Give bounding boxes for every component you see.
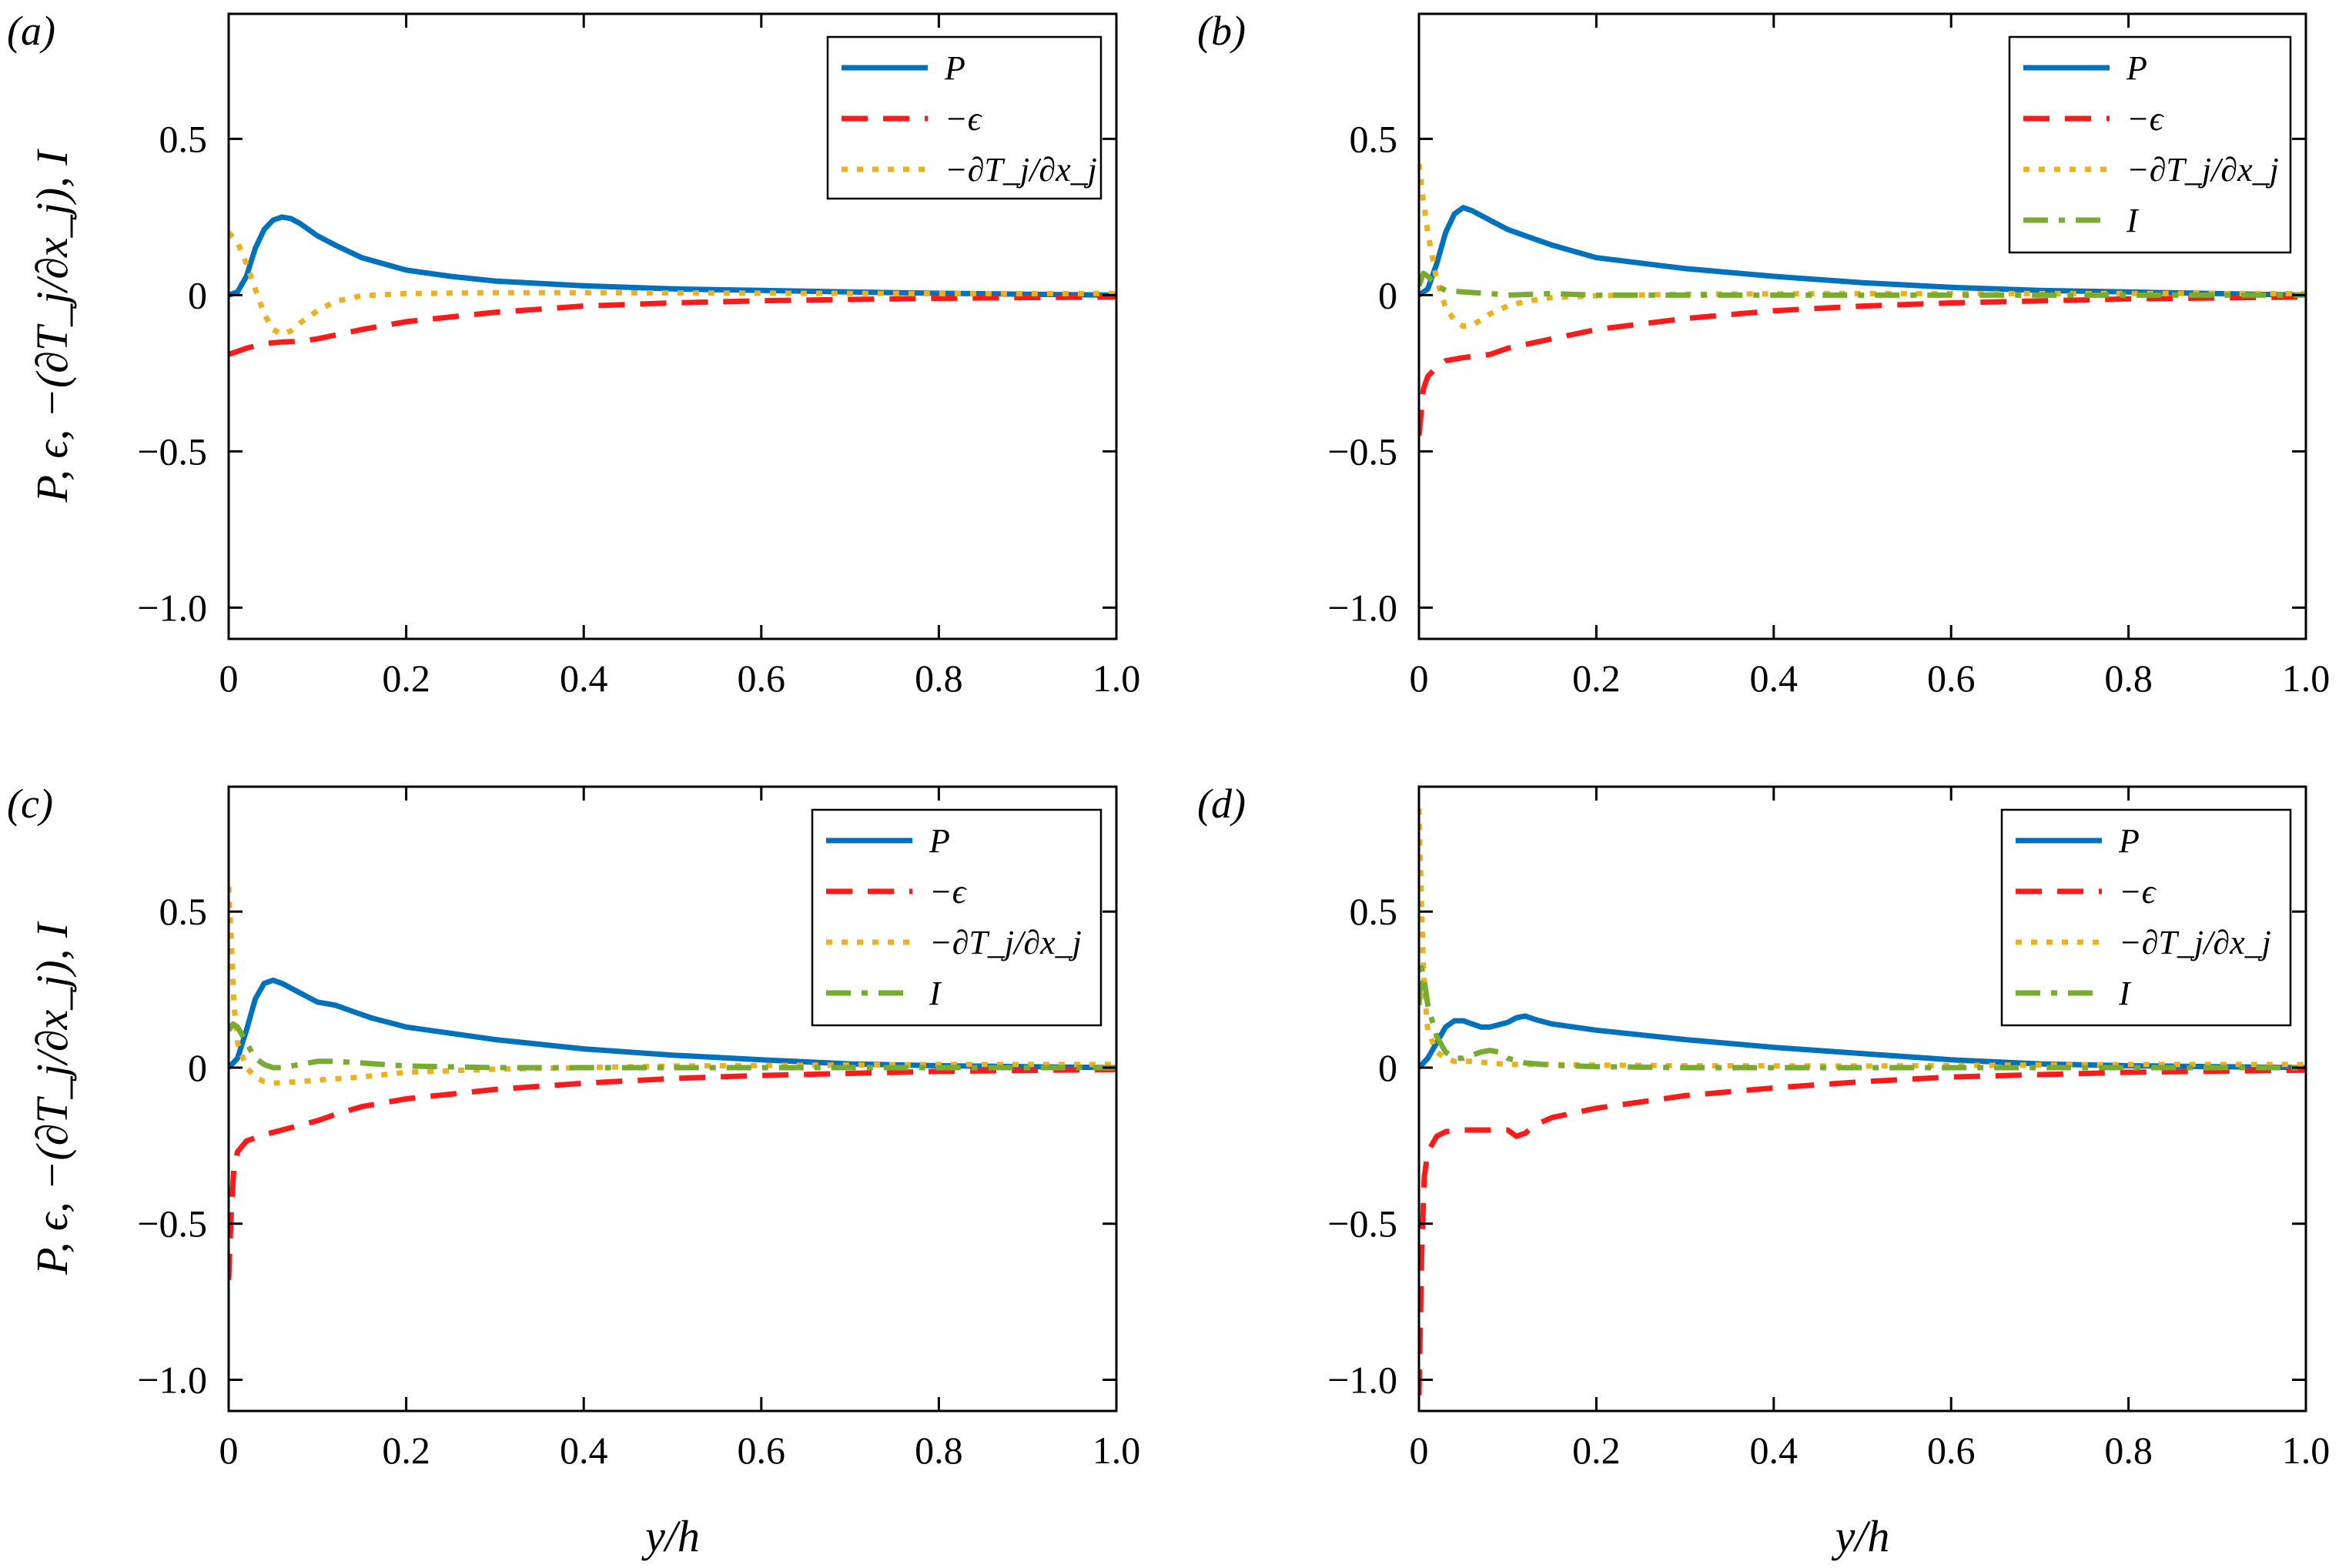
legend-box [2008,35,2292,254]
series-line-I [229,1021,1116,1071]
y-tick-label: 0 [188,273,207,316]
legend-box [2000,808,2292,1027]
axes-frame [1417,785,2307,1413]
y-tick-label: 0 [1378,273,1397,316]
legend: P −ϵ −∂T_j/∂x_j I [811,808,1103,1027]
series-line-P [1419,205,2306,298]
series-line-transport [1419,163,2306,329]
series-line-neg_eps [229,294,1116,357]
series-line-P [229,214,1116,298]
legend-label-P: P [2126,49,2147,87]
x-tick-label: 0.2 [382,657,430,700]
panel-label: (c) [7,781,53,827]
x-tick-label: 1.0 [1093,1429,1141,1472]
y-tick-label: −0.5 [137,430,207,473]
series-line-transport [229,230,1116,337]
chart-panel-c: 0 0.2 0.4 0.6 0.8 1.0 −1.0 −0.5 0 0.5 (c) P, ϵ, −(∂… [7,781,1140,1561]
legend-label-neg_eps: −ϵ [945,100,983,138]
y-axis-title: P, ϵ, −(∂T_j/∂x_j), I [27,921,77,1275]
panel-label: (d) [1197,781,1246,827]
legend: P −ϵ −∂T_j/∂x_j I [2000,808,2292,1027]
x-axis-title: y/h [1832,1511,1890,1561]
x-tick-label: 0.2 [382,1429,430,1472]
axes-frame [227,785,1118,1413]
series-line-I [1419,965,2306,1071]
x-tick-label: 0.8 [915,657,963,700]
y-tick-label: −0.5 [137,1202,207,1245]
x-tick-label: 0.6 [1927,1429,1976,1472]
y-tick-label: −1.0 [137,586,207,629]
x-tick-label: 0 [1410,1429,1429,1472]
x-tick-label: 0.4 [560,1429,608,1472]
series-line-neg_eps [1419,294,2306,436]
panel-label: (a) [7,8,55,54]
x-tick-label: 0 [219,1429,239,1472]
x-tick-label: 1.0 [2282,1429,2331,1472]
x-axis-title: y/h [641,1511,700,1561]
x-tick-label: 0.4 [560,657,608,700]
y-axis-title: P, ϵ, −(∂T_j/∂x_j), I [27,149,77,503]
x-tick-label: 0.6 [738,1429,786,1472]
y-tick-label: 0.5 [1350,117,1398,160]
legend-label-P: P [929,822,950,860]
series-line-I [1419,270,2306,298]
series-line-P [1419,1013,2306,1071]
x-tick-label: 1.0 [1093,657,1141,700]
x-tick-label: 0 [1410,657,1429,700]
y-tick-label: 0 [1378,1046,1397,1089]
x-tick-label: 0.8 [2104,657,2153,700]
x-tick-label: 0.2 [1572,1429,1621,1472]
legend-box [811,808,1103,1027]
x-tick-label: 0.2 [1572,657,1621,700]
y-tick-label: 0.5 [159,117,208,160]
series-line-neg_eps [229,1066,1116,1280]
legend: P −ϵ −∂T_j/∂x_j I [2008,35,2292,254]
x-tick-label: 0.6 [738,657,786,700]
y-tick-label: −1.0 [1327,1358,1397,1401]
x-tick-label: 0.4 [1750,1429,1799,1472]
panel-label: (b) [1197,8,1246,54]
y-tick-label: 0.5 [159,890,208,933]
y-tick-label: 0 [188,1046,207,1089]
legend-label-neg_eps: −ϵ [929,873,968,911]
y-tick-label: −1.0 [1327,586,1397,629]
legend-label-transport: −∂T_j/∂x_j [2119,924,2271,961]
legend-label-I: I [2126,202,2140,239]
x-tick-label: 0.8 [2104,1429,2153,1472]
legend-label-P: P [2118,822,2140,860]
y-tick-label: −0.5 [1327,1202,1397,1245]
legend-label-neg_eps: −ϵ [2119,873,2157,911]
legend-label-transport: −∂T_j/∂x_j [945,151,1097,189]
axes-frame [227,12,1118,640]
series-line-P [229,977,1116,1071]
x-tick-label: 0.6 [1927,657,1976,700]
y-tick-label: −0.5 [1327,430,1397,473]
chart-panel-b: 0 0.2 0.4 0.6 0.8 1.0 −1.0 −0.5 0 0.5 (b) P −ϵ −∂T_j/… [1197,8,2330,700]
x-tick-label: 0 [219,657,239,700]
axes-frame [1417,12,2307,640]
legend: P −ϵ −∂T_j/∂x_j [826,35,1103,200]
x-tick-label: 0.4 [1750,657,1799,700]
legend-label-I: I [2118,975,2132,1012]
x-tick-label: 1.0 [2282,657,2331,700]
x-tick-label: 0.8 [915,1429,963,1472]
y-tick-label: −1.0 [137,1358,207,1401]
legend-label-I: I [929,975,942,1012]
legend-box [826,35,1103,200]
series-line-neg_eps [1419,1067,2306,1396]
legend-label-P: P [944,49,965,87]
legend-label-transport: −∂T_j/∂x_j [2127,151,2279,189]
legend-label-neg_eps: −ϵ [2127,100,2165,138]
chart-panel-a: 0 0.2 0.4 0.6 0.8 1.0 −1.0 −0.5 0 0.5 (a) P, ϵ, −(∂… [7,8,1140,700]
y-tick-label: 0.5 [1350,890,1398,933]
legend-label-transport: −∂T_j/∂x_j [929,924,1082,961]
chart-panel-d: 0 0.2 0.4 0.6 0.8 1.0 −1.0 −0.5 0 0.5 (d) y/h P −ϵ −∂T… [1197,781,2330,1561]
